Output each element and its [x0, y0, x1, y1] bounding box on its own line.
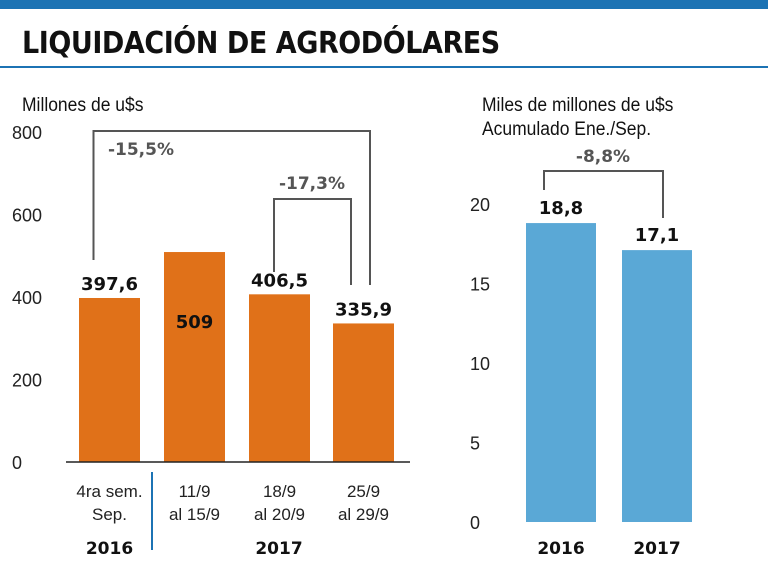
left-x-tick-label: al 15/9 — [169, 505, 220, 524]
right-bar — [526, 223, 596, 522]
group-label-2017: 2017 — [255, 539, 302, 559]
left-bar — [164, 252, 225, 462]
left-y-tick-label: 200 — [12, 371, 42, 391]
left-x-tick-label: Sep. — [92, 505, 127, 524]
left-x-tick-label: 18/9 — [263, 482, 296, 501]
right-y-tick-label: 5 — [470, 434, 480, 454]
top-accent-bar — [0, 0, 768, 9]
right-x-tick-label: 2016 — [537, 539, 584, 559]
left-chart-unit-label: Millones de u$s — [22, 95, 144, 116]
page-title: LIQUIDACIÓN DE AGRODÓLARES — [22, 26, 500, 61]
left-y-tick-label: 800 — [12, 123, 42, 143]
right-x-tick-label: 2017 — [633, 539, 680, 559]
group-label-2016: 2016 — [86, 539, 133, 559]
right-y-tick-label: 15 — [470, 275, 490, 295]
right-chart-subtitle: Acumulado Ene./Sep. — [482, 119, 652, 140]
right-value-label: 18,8 — [539, 198, 583, 219]
right-y-tick-label: 20 — [470, 195, 490, 215]
left-x-tick-label: al 29/9 — [338, 505, 389, 524]
right-y-tick-label: 10 — [470, 354, 490, 374]
right-value-label: 17,1 — [635, 225, 679, 246]
left-y-tick-label: 400 — [12, 288, 42, 308]
title-rule — [0, 66, 768, 68]
left-x-tick-label: 25/9 — [347, 482, 380, 501]
left-value-label: 397,6 — [81, 274, 138, 295]
left-bar — [249, 294, 310, 462]
left-change-label: -17,3% — [279, 174, 345, 194]
left-x-tick-label: 4ra sem. — [76, 482, 142, 501]
right-change-label: -8,8% — [576, 147, 630, 167]
left-value-label: 335,9 — [335, 299, 392, 320]
left-y-tick-label: 0 — [12, 453, 22, 473]
right-bar — [622, 250, 692, 523]
left-x-tick-label: al 20/9 — [254, 505, 305, 524]
left-value-label: 509 — [176, 312, 214, 333]
left-bar — [333, 323, 394, 462]
right-chart-unit-label: Miles de millones de u$s — [482, 95, 674, 116]
left-y-tick-label: 600 — [12, 206, 42, 226]
left-change-bracket — [273, 198, 352, 285]
left-change-bracket — [92, 130, 371, 285]
right-change-bracket — [543, 170, 664, 218]
left-change-label: -15,5% — [108, 140, 174, 160]
right-y-tick-label: 0 — [470, 513, 480, 533]
left-value-label: 406,5 — [251, 270, 308, 291]
left-bar — [79, 297, 140, 462]
left-x-tick-label: 11/9 — [179, 482, 211, 501]
